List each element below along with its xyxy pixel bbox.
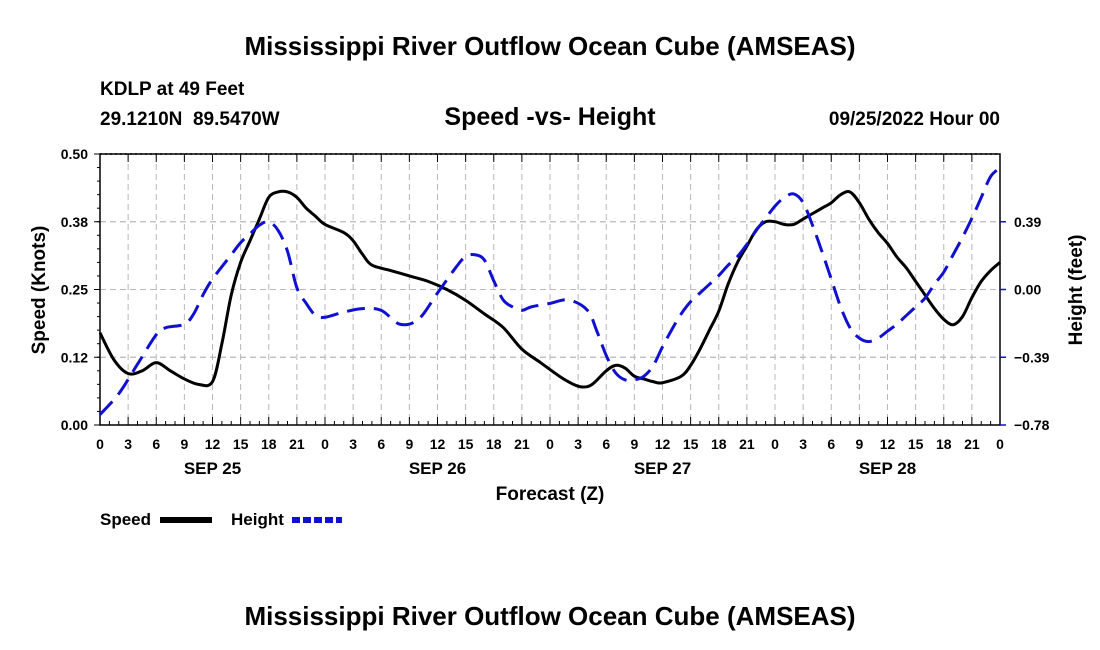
x-tick-label: 9	[180, 436, 188, 452]
x-tick-label: 9	[405, 436, 413, 452]
y2-tick-label: 0.39	[1014, 214, 1041, 230]
x-tick-label: 18	[486, 436, 502, 452]
y-axis-label: Speed (Knots)	[29, 226, 50, 355]
x-tick-label: 3	[799, 436, 807, 452]
axis-ticks	[94, 153, 1006, 426]
x-tick-label: 18	[936, 436, 952, 452]
x-tick-label: 6	[152, 436, 160, 452]
x-tick-label: 12	[880, 436, 896, 452]
y2-tick-label: −0.78	[1014, 417, 1050, 433]
x-tick-label: 6	[377, 436, 385, 452]
forecast-run-time: 09/25/2022 Hour 00	[829, 109, 1000, 130]
date-labels: SEP 25 SEP 26 SEP 27 SEP 28	[184, 459, 916, 478]
speed-series-line	[98, 189, 1001, 389]
x-tick-label: 6	[827, 436, 835, 452]
x-tick-label: 9	[855, 436, 863, 452]
x-tick-label: 9	[630, 436, 638, 452]
y-tick-labels: 0.00 0.12 0.25 0.38 0.50	[61, 146, 88, 433]
x-tick-label: 18	[711, 436, 727, 452]
station-label: KDLP at 49 Feet	[100, 79, 245, 100]
x-tick-label: 21	[739, 436, 755, 452]
x-tick-label: 15	[458, 436, 474, 452]
x-tick-label: 0	[546, 436, 554, 452]
grid-lines	[100, 154, 1000, 425]
x-tick-labels: 0 3 6 9 12 15 18 21 0 3 6 9 12 15 18 21 0 3 6 9 12 15 18 21 0 3 6 9…	[96, 436, 1004, 452]
x-tick-label: 0	[996, 436, 1004, 452]
x-tick-label: 18	[261, 436, 277, 452]
chart-subtitle: Speed -vs- Height	[444, 103, 656, 131]
y2-tick-labels: −0.78 −0.39 0.00 0.39	[1014, 214, 1050, 433]
y-tick-label: 0.00	[61, 417, 88, 433]
x-tick-label: 21	[289, 436, 305, 452]
legend: Speed Height	[100, 510, 342, 529]
chart-main-title: Mississippi River Outflow Ocean Cube (AM…	[244, 31, 855, 61]
x-tick-label: 15	[683, 436, 699, 452]
x-tick-label: 21	[514, 436, 530, 452]
x-tick-label: 21	[964, 436, 980, 452]
x-tick-label: 0	[96, 436, 104, 452]
legend-height-label: Height	[231, 510, 284, 529]
y-tick-label: 0.50	[61, 146, 88, 162]
y2-axis-label: Height (feet)	[1066, 235, 1087, 346]
station-coordinates: 29.1210N 89.5470W	[100, 109, 280, 130]
x-tick-label: 3	[124, 436, 132, 452]
date-label: SEP 28	[859, 459, 916, 478]
x-tick-label: 6	[602, 436, 610, 452]
x-tick-label: 12	[205, 436, 221, 452]
y-tick-label: 0.12	[61, 349, 88, 365]
x-tick-label: 0	[321, 436, 329, 452]
date-label: SEP 25	[184, 459, 241, 478]
x-tick-label: 3	[349, 436, 357, 452]
legend-speed-label: Speed	[100, 510, 151, 529]
x-tick-label: 3	[574, 436, 582, 452]
x-tick-label: 12	[655, 436, 671, 452]
y2-tick-label: −0.39	[1014, 349, 1050, 365]
x-tick-label: 15	[233, 436, 249, 452]
y-tick-label: 0.25	[61, 282, 88, 298]
y-tick-label: 0.38	[61, 214, 88, 230]
date-label: SEP 26	[409, 459, 466, 478]
data-series	[98, 166, 1002, 416]
x-axis-label: Forecast (Z)	[496, 484, 605, 505]
footer-title: Mississippi River Outflow Ocean Cube (AM…	[244, 601, 855, 631]
y2-tick-label: 0.00	[1014, 282, 1041, 298]
date-label: SEP 27	[634, 459, 691, 478]
x-tick-label: 12	[430, 436, 446, 452]
height-series-line	[98, 166, 1002, 416]
x-tick-label: 15	[908, 436, 924, 452]
x-tick-label: 0	[771, 436, 779, 452]
